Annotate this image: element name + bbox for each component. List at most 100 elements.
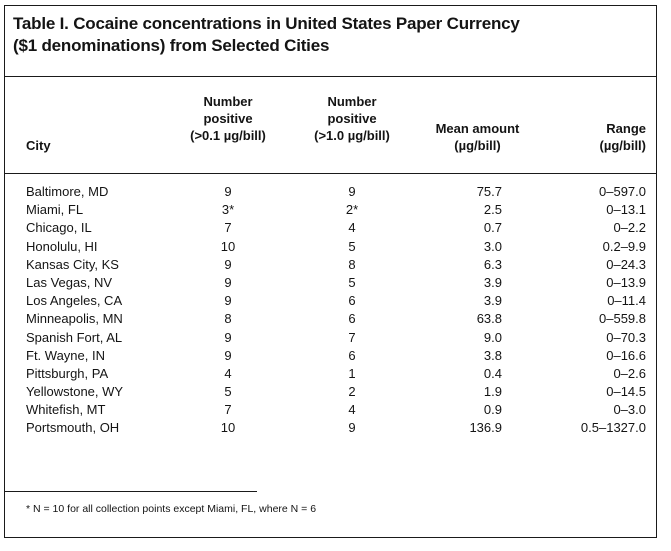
cell-range: 0.5–1327.0	[580, 420, 646, 436]
table-row: Kansas City, KS 9 8 6.3 0–24.3	[5, 256, 656, 274]
cell-number-positive-0-1: 9	[224, 329, 232, 345]
cell-number-positive-1-0: 4	[348, 220, 356, 236]
cell-number-positive-1-0: 5	[348, 238, 356, 254]
header-mean-amount-line-1: Mean amount	[435, 121, 520, 136]
cell-city: Whitefish, MT	[26, 402, 106, 418]
table-row: Portsmouth, OH 10 9 136.9 0.5–1327.0	[5, 419, 656, 437]
cell-number-positive-0-1: 9	[224, 347, 232, 363]
cell-city: Honolulu, HI	[26, 238, 98, 254]
cell-city: Minneapolis, MN	[26, 311, 123, 327]
header-mean-amount-line-2: (µg/bill)	[454, 138, 501, 153]
header-mean-amount: Mean amount (µg/bill)	[415, 120, 540, 154]
header-number-positive-0-1-line-1: Number	[203, 94, 253, 109]
footnote-divider	[5, 491, 257, 492]
header-number-positive-1-0: Number positive (>1.0 µg/bill)	[292, 93, 412, 144]
table-row: Pittsburgh, PA 4 1 0.4 0–2.6	[5, 365, 656, 383]
table-frame: Table I. Cocaine concentrations in Unite…	[4, 5, 657, 538]
cell-mean-amount: 0.4	[483, 365, 502, 381]
table-row: Whitefish, MT 7 4 0.9 0–3.0	[5, 401, 656, 419]
cell-city: Miami, FL	[26, 202, 84, 218]
table-title-line-2: ($1 denominations) from Selected Cities	[13, 36, 330, 55]
cell-number-positive-1-0: 7	[348, 329, 356, 345]
cell-number-positive-0-1: 7	[224, 402, 232, 418]
header-number-positive-0-1-line-3: (>0.1 µg/bill)	[190, 128, 266, 143]
header-number-positive-0-1-line-2: positive	[203, 111, 253, 126]
cell-city: Spanish Fort, AL	[26, 329, 123, 345]
cell-range: 0–13.9	[606, 274, 646, 290]
cell-city: Portsmouth, OH	[26, 420, 120, 436]
cell-number-positive-0-1: 8	[224, 311, 232, 327]
cell-mean-amount: 3.8	[483, 347, 502, 363]
cell-mean-amount: 75.7	[476, 184, 502, 199]
table-body: Baltimore, MD 9 9 75.7 0–597.0 Miami, FL…	[5, 183, 656, 438]
cell-number-positive-0-1: 3*	[221, 202, 235, 218]
cell-city: Ft. Wayne, IN	[26, 347, 105, 363]
table-title-line-1: Table I. Cocaine concentrations in Unite…	[13, 14, 520, 33]
table-title: Table I. Cocaine concentrations in Unite…	[13, 13, 643, 57]
cell-mean-amount: 2.5	[483, 202, 502, 218]
cell-number-positive-1-0: 6	[348, 347, 356, 363]
cell-mean-amount: 9.0	[483, 329, 502, 345]
cell-city: Chicago, IL	[26, 220, 92, 236]
cell-mean-amount: 3.9	[483, 274, 502, 290]
cell-number-positive-1-0: 9	[348, 420, 356, 436]
cell-number-positive-0-1: 4	[224, 365, 232, 381]
cell-number-positive-0-1: 9	[224, 274, 232, 290]
cell-range: 0–11.4	[607, 293, 646, 309]
cell-number-positive-0-1: 9	[224, 256, 232, 272]
cell-number-positive-0-1: 5	[224, 384, 232, 400]
header-range: Range (µg/bill)	[553, 120, 646, 154]
cell-number-positive-1-0: 1	[348, 365, 356, 381]
cell-city: Pittsburgh, PA	[26, 365, 109, 381]
cell-mean-amount: 0.9	[483, 402, 502, 418]
table-row: Chicago, IL 7 4 0.7 0–2.2	[5, 219, 656, 237]
table-row: Honolulu, HI 10 5 3.0 0.2–9.9	[5, 238, 656, 256]
header-range-line-2: (µg/bill)	[599, 138, 646, 153]
cell-range: 0–14.5	[606, 384, 646, 400]
cell-number-positive-0-1: 9	[224, 293, 232, 309]
table-row: Las Vegas, NV 9 5 3.9 0–13.9	[5, 274, 656, 292]
cell-mean-amount: 3.9	[483, 293, 502, 309]
cell-city: Kansas City, KS	[26, 256, 119, 272]
header-number-positive-0-1: Number positive (>0.1 µg/bill)	[168, 93, 288, 144]
cell-number-positive-1-0: 6	[348, 311, 356, 327]
table-row: Minneapolis, MN 8 6 63.8 0–559.8	[5, 310, 656, 328]
header-divider	[5, 173, 656, 174]
cell-number-positive-1-0: 2	[348, 384, 356, 400]
header-number-positive-1-0-line-3: (>1.0 µg/bill)	[314, 128, 390, 143]
cell-number-positive-1-0: 9	[348, 184, 356, 199]
cell-number-positive-0-1: 10	[220, 238, 236, 254]
cell-range: 0–24.3	[606, 256, 646, 272]
cell-number-positive-1-0: 4	[348, 402, 356, 418]
cell-range: 0–597.0	[599, 184, 646, 199]
cell-mean-amount: 1.9	[483, 384, 502, 400]
cell-number-positive-1-0: 6	[348, 293, 356, 309]
cell-range: 0–2.2	[613, 220, 646, 236]
cell-range: 0.2–9.9	[602, 238, 646, 254]
cell-mean-amount: 6.3	[483, 256, 502, 272]
header-city: City	[26, 138, 51, 153]
table-row: Ft. Wayne, IN 9 6 3.8 0–16.6	[5, 347, 656, 365]
table-row: Spanish Fort, AL 9 7 9.0 0–70.3	[5, 329, 656, 347]
title-divider	[5, 76, 656, 77]
table-row: Miami, FL 3* 2* 2.5 0–13.1	[5, 201, 656, 219]
cell-range: 0–3.0	[613, 402, 646, 418]
cell-range: 0–2.6	[613, 365, 646, 381]
cell-range: 0–559.8	[599, 311, 646, 327]
cell-range: 0–16.6	[606, 347, 646, 363]
cell-number-positive-1-0: 2*	[345, 202, 359, 218]
cell-number-positive-0-1: 10	[220, 420, 236, 436]
table-footnote: * N = 10 for all collection points excep…	[26, 503, 317, 515]
cell-mean-amount: 136.9	[469, 420, 502, 436]
cell-mean-amount: 63.8	[476, 311, 502, 327]
cell-number-positive-0-1: 9	[224, 184, 232, 199]
cell-city: Las Vegas, NV	[26, 274, 112, 290]
table-row: Baltimore, MD 9 9 75.7 0–597.0	[5, 183, 656, 201]
cell-number-positive-0-1: 7	[224, 220, 232, 236]
cell-number-positive-1-0: 8	[348, 256, 356, 272]
cell-mean-amount: 0.7	[483, 220, 502, 236]
cell-city: Baltimore, MD	[26, 184, 109, 199]
cell-range: 0–13.1	[606, 202, 646, 218]
cell-number-positive-1-0: 5	[348, 274, 356, 290]
cell-range: 0–70.3	[606, 329, 646, 345]
